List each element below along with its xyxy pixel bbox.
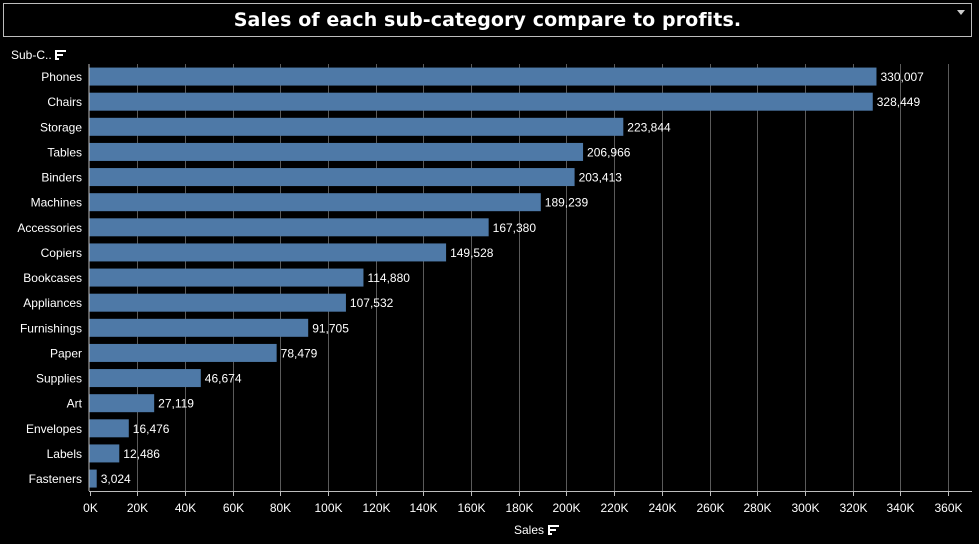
x-tick-label: 100K [314, 501, 342, 515]
bar[interactable] [89, 117, 624, 136]
data-label: 3,024 [101, 472, 131, 486]
bar[interactable] [89, 243, 447, 262]
category-label[interactable]: Accessories [17, 221, 82, 235]
sort-descending-icon[interactable] [54, 50, 66, 60]
category-label[interactable]: Paper [50, 346, 82, 360]
bar[interactable] [89, 394, 155, 413]
category-label[interactable]: Chairs [47, 95, 82, 109]
bar[interactable] [89, 268, 364, 287]
bar[interactable] [89, 318, 309, 337]
data-label: 91,705 [312, 321, 349, 335]
category-label[interactable]: Appliances [23, 296, 82, 310]
x-tick-label: 180K [505, 501, 533, 515]
bar[interactable] [89, 193, 541, 212]
x-tick-label: 40K [175, 501, 196, 515]
data-label: 78,479 [281, 346, 318, 360]
x-tick-label: 220K [600, 501, 628, 515]
dropdown-arrow-icon[interactable] [957, 10, 965, 15]
bars [89, 67, 877, 488]
category-label[interactable]: Fasteners [29, 472, 82, 486]
data-label: 203,413 [579, 171, 623, 185]
data-label: 167,380 [493, 221, 537, 235]
category-label[interactable]: Copiers [41, 246, 82, 260]
bar[interactable] [89, 142, 584, 161]
x-axis: 0K 20K 40K 60K 80K 100K 120K 140K 160K 180K 200K 22… [83, 491, 972, 515]
bar[interactable] [89, 369, 201, 388]
category-label[interactable]: Bookcases [23, 271, 82, 285]
x-tick-label: 80K [270, 501, 291, 515]
category-label[interactable]: Envelopes [26, 422, 82, 436]
bar[interactable] [89, 343, 277, 362]
category-label[interactable]: Binders [41, 171, 82, 185]
category-label[interactable]: Tables [47, 145, 82, 159]
category-label[interactable]: Art [67, 397, 83, 411]
row-header-label: Sub-C.. [11, 48, 52, 62]
category-label[interactable]: Phones [41, 70, 82, 84]
x-tick-label: 0K [83, 501, 98, 515]
data-label: 107,532 [350, 296, 394, 310]
row-header[interactable]: Sub-C.. [11, 48, 66, 62]
data-label: 330,007 [880, 70, 924, 84]
x-axis-title-label: Sales [514, 523, 545, 537]
x-tick-label: 160K [457, 501, 485, 515]
x-tick-label: 240K [648, 501, 676, 515]
bar[interactable] [89, 419, 129, 438]
x-tick-label: 260K [696, 501, 724, 515]
data-label: 46,674 [205, 372, 242, 386]
bar[interactable] [89, 469, 97, 488]
x-tick-label: 300K [791, 501, 819, 515]
x-axis-title[interactable]: Sales [514, 523, 560, 537]
data-label: 12,486 [123, 447, 160, 461]
chart-title: Sales of each sub-category compare to pr… [233, 9, 742, 31]
bar[interactable] [89, 67, 877, 86]
x-tick-label: 20K [127, 501, 148, 515]
category-label[interactable]: Machines [31, 196, 82, 210]
x-tick-label: 200K [552, 501, 580, 515]
sort-descending-icon[interactable] [548, 525, 560, 535]
data-label: 16,476 [133, 422, 170, 436]
x-tick-label: 60K [223, 501, 244, 515]
x-tick-label: 280K [743, 501, 771, 515]
data-labels: 330,007 328,449 223,844 206,966 203,413 189,2… [101, 70, 924, 486]
data-label: 114,880 [367, 271, 410, 285]
bar[interactable] [89, 92, 873, 111]
category-label[interactable]: Storage [40, 120, 82, 134]
category-labels: Phones Chairs Storage Tables Binders Machines… [17, 70, 82, 486]
data-label: 27,119 [158, 397, 194, 411]
x-tick-label: 140K [409, 501, 437, 515]
x-tick-label: 340K [886, 501, 914, 515]
category-label[interactable]: Furnishings [20, 321, 82, 335]
category-label[interactable]: Labels [47, 447, 82, 461]
x-tick-label: 320K [839, 501, 867, 515]
x-tick-label: 120K [362, 501, 390, 515]
data-label: 189,239 [545, 196, 589, 210]
data-label: 223,844 [627, 120, 671, 134]
chart-title-box: Sales of each sub-category compare to pr… [3, 3, 972, 37]
x-tick-label: 360K [934, 501, 962, 515]
bar[interactable] [89, 293, 346, 312]
data-label: 206,966 [587, 145, 631, 159]
bar[interactable] [89, 444, 120, 463]
bar[interactable] [89, 168, 575, 187]
bar[interactable] [89, 218, 489, 237]
data-label: 328,449 [877, 95, 921, 109]
data-label: 149,528 [450, 246, 494, 260]
category-label[interactable]: Supplies [36, 372, 82, 386]
